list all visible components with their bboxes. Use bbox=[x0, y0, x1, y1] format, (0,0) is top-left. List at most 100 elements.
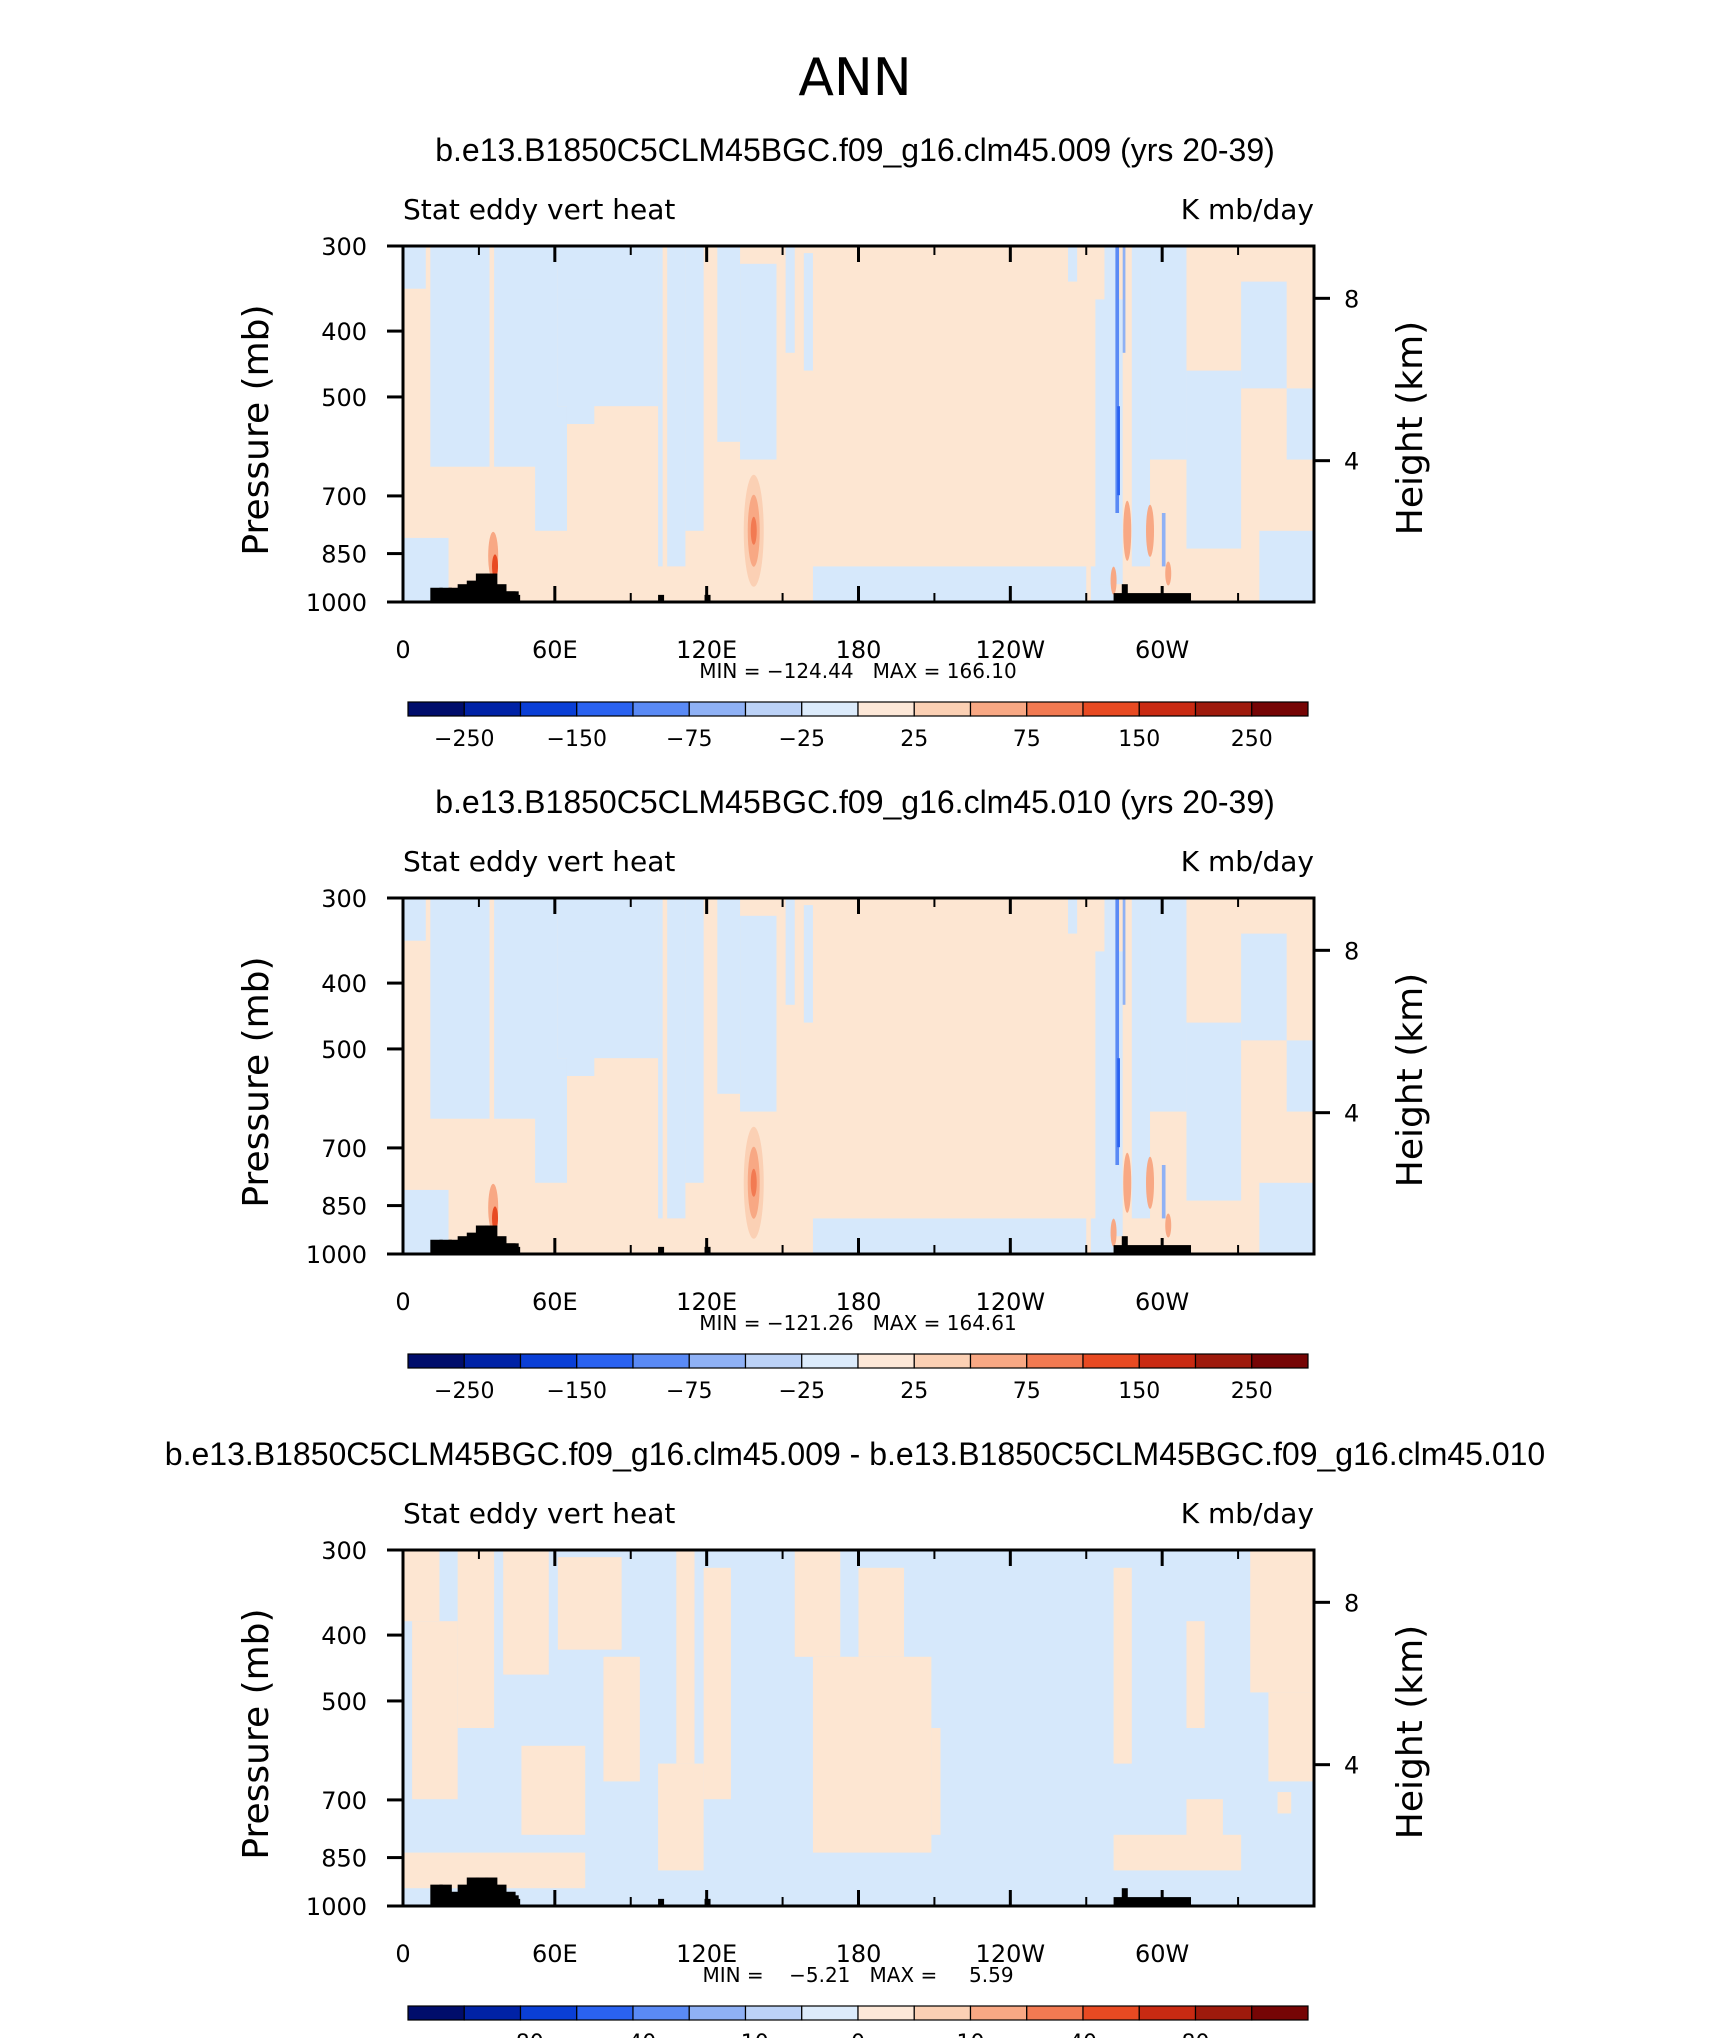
y2-tick-label: 8 bbox=[1344, 285, 1359, 313]
colorbar-swatch bbox=[1026, 1353, 1084, 1369]
contour-patch bbox=[403, 898, 426, 941]
contour-patch bbox=[1165, 561, 1172, 586]
contour-patch bbox=[535, 406, 567, 531]
topography bbox=[430, 1877, 1192, 1907]
x-tick-label: 180 bbox=[836, 636, 882, 664]
contour-patch bbox=[1241, 281, 1287, 389]
y-tick-label: 700 bbox=[321, 1787, 367, 1815]
colorbar-label: 10 bbox=[957, 2031, 985, 2038]
colorbar-swatch bbox=[688, 2005, 747, 2021]
contour-field bbox=[403, 1550, 1314, 1906]
colorbar-swatch bbox=[801, 701, 859, 717]
colorbar-label: 40 bbox=[1069, 2031, 1097, 2038]
colorbar-swatch bbox=[1082, 2005, 1140, 2021]
contour-patch bbox=[1186, 370, 1242, 549]
colorbar-swatch bbox=[1251, 1353, 1309, 1369]
y-tick-label: 300 bbox=[321, 1537, 367, 1565]
contour-patch bbox=[1146, 1156, 1155, 1209]
topography-block bbox=[658, 1246, 665, 1255]
y-tick-label: 400 bbox=[321, 970, 367, 998]
contour-patch bbox=[785, 246, 795, 353]
min-max-stats: MIN = −124.44 MAX = 166.10 bbox=[699, 659, 1017, 683]
contour-patch bbox=[1146, 504, 1155, 557]
contour-field bbox=[403, 246, 1314, 602]
contour-patch bbox=[1110, 566, 1117, 595]
y-tick-label: 850 bbox=[321, 1845, 367, 1873]
colorbar-label: −150 bbox=[547, 1379, 607, 1404]
colorbar-label: −75 bbox=[666, 1379, 712, 1404]
colorbar-swatch bbox=[744, 701, 803, 717]
colorbar-label: 250 bbox=[1231, 1379, 1273, 1404]
y-tick-label: 850 bbox=[321, 1193, 367, 1221]
contour-patch bbox=[1068, 898, 1078, 934]
x-tick-label: 120E bbox=[676, 1288, 737, 1316]
contour-patch bbox=[1277, 1792, 1292, 1814]
contour-patch bbox=[703, 1567, 731, 1800]
y-axis-title: Pressure (mb) bbox=[236, 956, 277, 1207]
contour-patch bbox=[740, 263, 777, 460]
colorbar-swatch bbox=[463, 1353, 522, 1369]
contour-patch bbox=[1123, 500, 1132, 561]
topography-block bbox=[436, 1895, 519, 1907]
topography-block bbox=[1121, 1236, 1128, 1255]
contour-patch bbox=[750, 1168, 757, 1197]
y-tick-label: 400 bbox=[321, 1622, 367, 1650]
contour-patch bbox=[1268, 1692, 1314, 1782]
colorbar-label: 25 bbox=[900, 727, 928, 752]
contour-patch bbox=[1186, 1799, 1223, 1842]
colorbar-swatch bbox=[1026, 2005, 1084, 2021]
x-tick-label: 180 bbox=[836, 1288, 882, 1316]
y2-tick-label: 8 bbox=[1344, 1589, 1359, 1617]
topography-block bbox=[1113, 1897, 1192, 1907]
panel-title: b.e13.B1850C5CLM45BGC.f09_g16.clm45.010 … bbox=[435, 784, 1275, 820]
colorbar-swatch bbox=[1138, 701, 1197, 717]
colorbar-swatch bbox=[1194, 701, 1253, 717]
colorbar-swatch bbox=[576, 2005, 634, 2021]
contour-patch bbox=[1150, 898, 1187, 1112]
contour-patch bbox=[1117, 1058, 1120, 1148]
contour-patch bbox=[1104, 898, 1119, 1094]
colorbar-swatch bbox=[857, 2005, 915, 2021]
topography bbox=[430, 573, 1192, 603]
y-tick-label: 300 bbox=[321, 885, 367, 913]
colorbar-label: 0 bbox=[851, 2031, 865, 2038]
contour-patch bbox=[412, 1621, 458, 1800]
topography-block bbox=[436, 1243, 519, 1255]
topography-block bbox=[1113, 1245, 1192, 1255]
colorbar-swatch bbox=[519, 1353, 578, 1369]
contour-patch bbox=[1241, 933, 1287, 1041]
colorbar-swatch bbox=[519, 2005, 578, 2021]
contour-patch bbox=[717, 246, 741, 442]
x-tick-label: 120W bbox=[976, 636, 1046, 664]
colorbar-swatch bbox=[1082, 1353, 1140, 1369]
colorbar-label: −25 bbox=[779, 727, 825, 752]
contour-patch bbox=[931, 1728, 941, 1835]
y2-axis-title: Height (km) bbox=[1390, 973, 1431, 1187]
topography bbox=[430, 1225, 1192, 1255]
colorbar-swatch bbox=[1138, 1353, 1197, 1369]
colorbar-label: −25 bbox=[779, 1379, 825, 1404]
contour-patch bbox=[492, 1206, 499, 1231]
colorbar-swatch bbox=[407, 2005, 465, 2021]
contour-patch bbox=[521, 1745, 586, 1835]
contour-patch bbox=[685, 246, 704, 531]
left-subtitle: Stat eddy vert heat bbox=[403, 193, 675, 226]
colorbar-swatch bbox=[407, 1353, 465, 1369]
colorbar-swatch bbox=[1138, 2005, 1197, 2021]
y-tick-label: 700 bbox=[321, 1135, 367, 1163]
contour-field bbox=[403, 898, 1314, 1254]
figure-title: ANN bbox=[798, 48, 911, 108]
contour-patch bbox=[1115, 246, 1120, 513]
x-tick-label: 120E bbox=[676, 636, 737, 664]
y-tick-label: 300 bbox=[321, 233, 367, 261]
contour-patch bbox=[1113, 1567, 1132, 1764]
colorbar-label: 250 bbox=[1231, 727, 1273, 752]
min-max-stats: MIN = −121.26 MAX = 164.61 bbox=[699, 1311, 1017, 1335]
contour-patch bbox=[685, 898, 704, 1183]
colorbar-swatch bbox=[407, 701, 465, 717]
contour-patch bbox=[457, 1550, 495, 1728]
colorbar-swatch bbox=[688, 1353, 747, 1369]
topography-block bbox=[1121, 1888, 1128, 1907]
min-max-stats: MIN = −5.21 MAX = 5.59 bbox=[702, 1963, 1013, 1987]
